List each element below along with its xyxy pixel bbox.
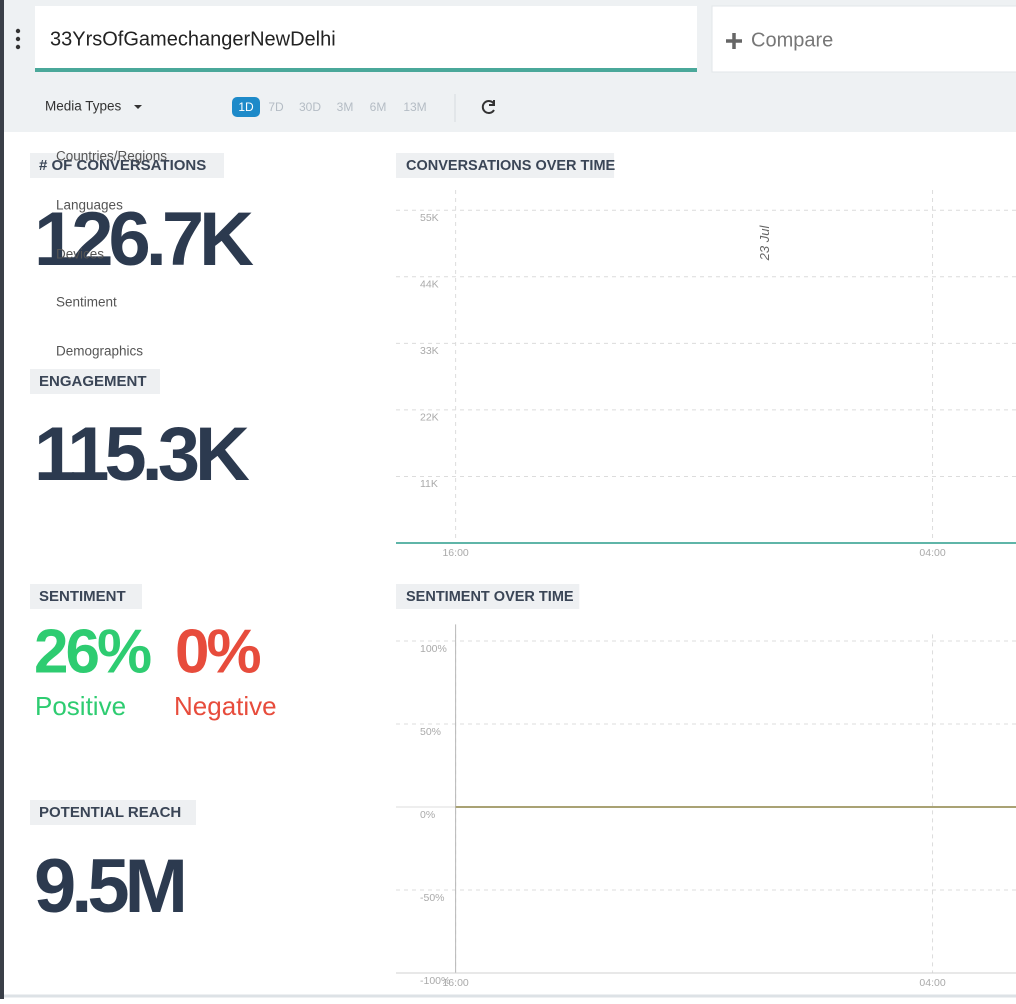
- plus-icon: [726, 33, 742, 49]
- charts: CONVERSATIONS OVER TIME 11K 22K 33K 44K 55K 16…: [396, 153, 1016, 989]
- y-tick-label: 50%: [420, 726, 441, 738]
- compare-box[interactable]: [711, 5, 1016, 73]
- range-active-bg: [232, 97, 260, 117]
- menu-item[interactable]: Devices: [56, 247, 104, 262]
- y-tick-label: -100%: [420, 975, 450, 987]
- negative-label: Negative: [174, 691, 277, 721]
- menu-item[interactable]: Languages: [56, 198, 123, 213]
- metric-tag: [30, 584, 142, 609]
- x-tick-label: 04:00: [919, 977, 945, 989]
- caret: [134, 105, 142, 109]
- y-tick-label: -50%: [420, 892, 445, 904]
- compare-text[interactable]: Compare: [751, 29, 833, 51]
- range-option[interactable]: 6M: [370, 100, 387, 114]
- range-option[interactable]: 3M: [337, 100, 354, 114]
- chart-title-tag: [396, 153, 615, 178]
- metric-label: # OF CONVERSATIONS: [39, 157, 206, 174]
- search-underline: [35, 68, 697, 72]
- menu-item[interactable]: Demographics: [56, 344, 143, 359]
- positive-label: Positive: [35, 691, 126, 721]
- menu-item[interactable]: Countries/Regions: [56, 149, 167, 164]
- metric-value: 115.3K: [34, 412, 250, 497]
- metric-tag: [30, 800, 196, 825]
- range-option[interactable]: 1D: [238, 100, 254, 114]
- y-tick-label: 22K: [420, 412, 439, 424]
- search-text[interactable]: 33YrsOfGamechangerNewDelhi: [50, 28, 336, 50]
- y-tick-label: 11K: [420, 478, 438, 490]
- menu-dot[interactable]: [15, 36, 21, 42]
- menu-item[interactable]: Sentiment: [56, 295, 117, 310]
- metric-label: ENGAGEMENT: [39, 373, 147, 390]
- metric-tag: [30, 369, 160, 394]
- x-tick-label: 04:00: [919, 547, 945, 559]
- media-types[interactable]: Media Types: [45, 99, 122, 114]
- chart-title: CONVERSATIONS OVER TIME: [406, 158, 616, 174]
- menu-dot[interactable]: [15, 28, 21, 34]
- annotation: 23 Jul: [757, 225, 772, 262]
- metric-label: POTENTIAL REACH: [39, 804, 181, 821]
- metric-value: 9.5M: [34, 844, 184, 929]
- range-option[interactable]: 13M: [403, 100, 426, 114]
- metric-value: 126.7K: [34, 197, 254, 282]
- x-tick-label: 16:00: [442, 977, 468, 989]
- search-box[interactable]: [35, 6, 697, 70]
- y-tick-label: 44K: [420, 279, 439, 291]
- y-tick-label: 0%: [420, 809, 435, 821]
- range-option[interactable]: 7D: [268, 100, 284, 114]
- dropdown-menu: Countries/Regions Languages Devices Sentime…: [56, 149, 167, 359]
- left-edge: [0, 0, 4, 999]
- range-option[interactable]: 30D: [299, 100, 321, 114]
- menu-dot[interactable]: [15, 44, 21, 50]
- positive-value: 26%: [34, 617, 151, 686]
- y-tick-label: 100%: [420, 643, 447, 655]
- refresh-icon[interactable]: [481, 100, 495, 114]
- metric-label: SENTIMENT: [39, 588, 126, 605]
- chart-title: SENTIMENT OVER TIME: [406, 589, 574, 605]
- y-tick-label: 55K: [420, 212, 439, 224]
- x-tick-label: 16:00: [442, 547, 468, 559]
- negative-value: 0%: [175, 617, 260, 686]
- range-selector: 1D 7D 30D 3M 6M 13M: [232, 97, 427, 117]
- chart-title-tag: [396, 584, 580, 609]
- y-tick-label: 33K: [420, 345, 439, 357]
- metric-tag: [30, 153, 224, 178]
